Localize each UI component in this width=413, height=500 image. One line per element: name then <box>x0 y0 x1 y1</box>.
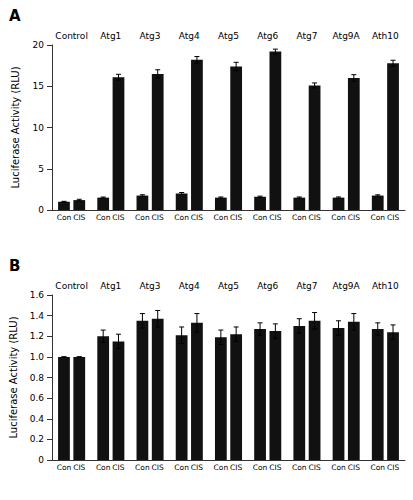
svg-text:Atg4: Atg4 <box>179 31 200 41</box>
svg-text:CIS: CIS <box>191 463 203 472</box>
svg-text:0.4: 0.4 <box>30 414 45 424</box>
svg-text:CIS: CIS <box>73 213 85 222</box>
svg-text:CIS: CIS <box>308 213 320 222</box>
svg-text:Con: Con <box>57 463 72 472</box>
svg-text:0: 0 <box>38 455 44 465</box>
svg-text:CIS: CIS <box>348 213 360 222</box>
svg-text:Atg9A: Atg9A <box>333 31 361 41</box>
svg-text:15: 15 <box>33 81 44 91</box>
svg-text:CIS: CIS <box>387 463 399 472</box>
svg-text:B: B <box>9 257 20 275</box>
svg-text:Con: Con <box>370 213 385 222</box>
svg-text:1.6: 1.6 <box>30 290 45 300</box>
svg-text:Con: Con <box>214 213 229 222</box>
svg-text:Con: Con <box>96 213 111 222</box>
svg-text:CIS: CIS <box>387 213 399 222</box>
svg-text:0.8: 0.8 <box>30 373 45 383</box>
svg-text:Ath10: Ath10 <box>372 31 399 41</box>
svg-text:Atg6: Atg6 <box>257 281 278 291</box>
svg-text:Con: Con <box>135 213 150 222</box>
svg-text:Con: Con <box>331 463 346 472</box>
svg-text:Con: Con <box>57 213 72 222</box>
svg-text:Con: Con <box>292 463 307 472</box>
svg-text:Atg7: Atg7 <box>296 281 317 291</box>
svg-text:Ath10: Ath10 <box>372 281 399 291</box>
svg-text:Luciferase Activity (RLU): Luciferase Activity (RLU) <box>10 66 21 188</box>
svg-text:CIS: CIS <box>230 463 242 472</box>
svg-text:Atg1: Atg1 <box>100 281 121 291</box>
svg-text:Control: Control <box>55 281 88 291</box>
svg-text:Atg3: Atg3 <box>140 281 161 291</box>
svg-text:Con: Con <box>96 463 111 472</box>
svg-text:Atg1: Atg1 <box>100 31 121 41</box>
svg-text:CIS: CIS <box>152 463 164 472</box>
svg-text:1.2: 1.2 <box>30 331 44 341</box>
svg-text:0: 0 <box>38 205 44 215</box>
svg-text:Atg4: Atg4 <box>179 281 200 291</box>
svg-text:Con: Con <box>331 213 346 222</box>
svg-text:CIS: CIS <box>269 213 281 222</box>
svg-text:CIS: CIS <box>112 463 124 472</box>
svg-text:1.4: 1.4 <box>30 311 45 321</box>
svg-text:Con: Con <box>292 213 307 222</box>
svg-text:Con: Con <box>135 463 150 472</box>
svg-text:CIS: CIS <box>308 463 320 472</box>
svg-text:20: 20 <box>33 40 45 50</box>
svg-text:CIS: CIS <box>152 213 164 222</box>
svg-text:1.0: 1.0 <box>30 352 45 362</box>
svg-text:0.6: 0.6 <box>30 393 45 403</box>
svg-text:Con: Con <box>174 463 189 472</box>
svg-text:0.2: 0.2 <box>30 434 44 444</box>
svg-text:Atg5: Atg5 <box>218 281 239 291</box>
svg-text:Atg7: Atg7 <box>296 31 317 41</box>
svg-text:Control: Control <box>55 31 88 41</box>
svg-text:CIS: CIS <box>191 213 203 222</box>
svg-text:5: 5 <box>38 164 44 174</box>
svg-text:Con: Con <box>253 463 268 472</box>
svg-text:Atg5: Atg5 <box>218 31 239 41</box>
svg-text:Con: Con <box>174 213 189 222</box>
svg-text:CIS: CIS <box>73 463 85 472</box>
svg-text:10: 10 <box>33 123 45 133</box>
svg-text:CIS: CIS <box>269 463 281 472</box>
svg-text:Atg6: Atg6 <box>257 31 278 41</box>
svg-text:Con: Con <box>214 463 229 472</box>
svg-text:A: A <box>9 7 21 25</box>
svg-text:Luciferase Activity (RLU): Luciferase Activity (RLU) <box>8 316 19 438</box>
svg-text:CIS: CIS <box>348 463 360 472</box>
svg-text:Atg9A: Atg9A <box>333 281 361 291</box>
svg-text:Con: Con <box>370 463 385 472</box>
svg-text:Con: Con <box>253 213 268 222</box>
svg-text:CIS: CIS <box>112 213 124 222</box>
svg-text:Atg3: Atg3 <box>140 31 161 41</box>
svg-text:CIS: CIS <box>230 213 242 222</box>
